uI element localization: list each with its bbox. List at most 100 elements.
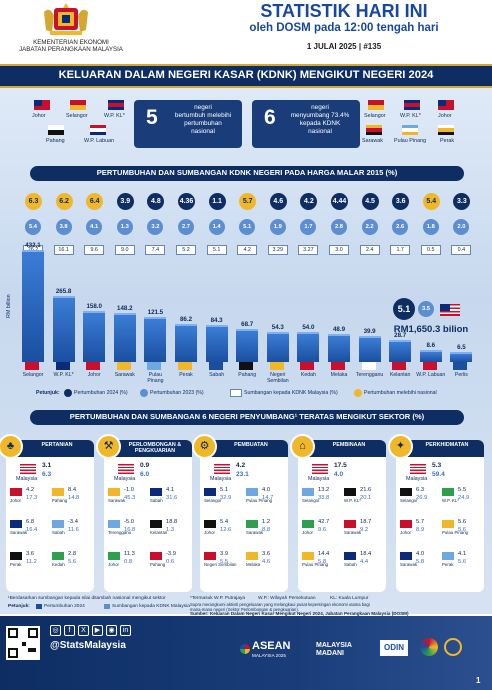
qr-code-icon	[6, 626, 40, 660]
sector-state-name: Kelantan	[150, 530, 168, 535]
sector-state-name: Pahang	[150, 562, 166, 567]
state-flag-icon	[147, 362, 162, 370]
coat-of-arms-icon	[44, 3, 88, 35]
x-icon[interactable]: X	[78, 625, 89, 636]
legend-swatch-2024	[64, 389, 72, 397]
growth-2023-badge: 3.2	[147, 219, 164, 235]
national-growth-2024: 5.1	[393, 298, 415, 320]
flag-sarawak-icon	[366, 125, 382, 135]
note-6: mana-mana negeri (Sektor Perlombongan & …	[190, 607, 299, 612]
legend-swatch-share	[230, 389, 242, 397]
sector-state-name: Selangor	[400, 498, 418, 503]
state-flag-icon	[344, 488, 356, 496]
state-flag-icon	[150, 552, 162, 560]
growth-2024-badge: 6.2	[55, 193, 73, 210]
sector-state-growth: 8.4	[68, 487, 77, 493]
legend-growth-2024: Pertumbuhan 2024 (%)	[74, 390, 128, 396]
state-flag-icon	[204, 520, 216, 528]
sector-state-share: 9.6	[318, 527, 327, 533]
sector-state-share: 9.2	[360, 527, 369, 533]
sector-state-growth: 4.0	[262, 487, 271, 493]
legend-share: Sumbangan kepada KDNK Malaysia (%)	[244, 390, 338, 396]
state-flag-icon	[150, 520, 162, 528]
state-label: W.P. KL*	[104, 113, 125, 119]
growth-2024-badge: 4.8	[147, 193, 165, 210]
instagram-icon[interactable]: ◉	[106, 625, 117, 636]
sector-my-growth: 5.3	[432, 462, 442, 469]
sector-my-growth: 4.2	[236, 462, 246, 469]
summary-left-box	[134, 100, 242, 148]
bar	[297, 332, 320, 362]
state-label: Johor	[438, 113, 452, 119]
growth-2023-badge: 1.7	[300, 219, 317, 235]
state-flag-icon	[52, 520, 64, 528]
sector-state-name: Perak	[442, 562, 454, 567]
sector-state-growth: 21.6	[360, 487, 372, 493]
note-3: W.P.: Wilayah Persekutuan	[258, 596, 316, 601]
state-label: Selangor	[364, 113, 386, 119]
youtube-icon[interactable]: ▶	[92, 625, 103, 636]
sector-card: PEMBINAAN ⌂ Malaysia 17.5 4.0 Selangor 13.2 33.…	[290, 434, 386, 592]
state-flag-icon	[442, 488, 454, 496]
sector-state-share: 16.8	[124, 527, 136, 533]
sector-state-growth: 18.7	[360, 519, 372, 525]
note-4: KL: Kuala Lumpur	[330, 596, 369, 601]
sector-state-growth: 3.6	[262, 551, 271, 557]
sector-state-growth: -3.9	[166, 551, 176, 557]
sector-state-share: 24.9	[458, 495, 470, 501]
note-legend-title: Petunjuk:	[8, 604, 30, 609]
state-flag-icon	[392, 362, 407, 370]
ministry-name: KEMENTERIAN EKONOMI JABATAN PERANGKAAN MA…	[19, 39, 123, 53]
bar-value-label: 86.2	[179, 316, 193, 324]
social-handle[interactable]: @StatsMalaysia	[50, 640, 126, 651]
flag-perak-icon	[438, 125, 454, 135]
asean-logo: ASEAN	[252, 640, 291, 652]
asean-sub: MALAYSIA 2025	[252, 653, 286, 658]
bar-value-label: 54.0	[302, 324, 315, 332]
share-badge: 7.4	[145, 245, 166, 255]
sector-state-growth: 5.6	[458, 519, 467, 525]
sector-mining-icon: ⚒	[96, 434, 121, 459]
sector-state-name: Sabah	[150, 498, 163, 503]
national-gdp-value: RM1,650.3 bilion	[393, 324, 469, 335]
sector-state-share: 5.6	[458, 527, 467, 533]
sector-state-name: Johor	[10, 498, 21, 503]
sector-state-growth: 5.5	[458, 487, 467, 493]
state-flag-icon	[300, 362, 315, 370]
sector-my-share: 23.1	[236, 471, 249, 478]
sector-state-share: 12.6	[220, 527, 232, 533]
state-name-label: W.P. Labuan	[416, 372, 446, 378]
growth-2023-badge: 1.9	[269, 219, 286, 235]
bar-value-label: 148.2	[117, 304, 133, 312]
growth-2023-badge: 2.0	[453, 219, 470, 235]
note-legend-growth: Pertumbuhan 2024	[44, 604, 85, 609]
source-note: Sumber: Keluaran Dalam Negeri Kasar Meng…	[190, 611, 409, 616]
bar-value-label: 84.3	[210, 316, 223, 324]
sector-state-name: W.P. KL*	[442, 498, 460, 503]
sector-title: PERTANIAN	[6, 440, 94, 457]
sector-title: PEMBINAAN	[298, 440, 386, 457]
sector-state-share: 16.4	[26, 527, 38, 533]
growth-2023-badge: 1.3	[116, 219, 133, 235]
share-badge: 4.2	[237, 245, 258, 255]
state-name-label: Pahang	[238, 372, 257, 378]
state-flag-icon	[178, 362, 192, 370]
state-flag-icon	[400, 520, 412, 528]
flag-malaysia-icon	[20, 464, 36, 474]
sector-state-growth: 5.7	[416, 519, 425, 525]
sector-malaysia-label: Malaysia	[210, 476, 232, 482]
sector-malaysia-label: Malaysia	[406, 476, 428, 482]
note-1: ¹Berdasarkan sumbangan kepada nilai dita…	[8, 596, 166, 601]
share-badge: 3.27	[298, 245, 319, 255]
sector-state-growth: -5.0	[124, 519, 134, 525]
facebook-icon[interactable]: f	[64, 625, 75, 636]
state-label: Pulau Pinang	[394, 138, 427, 144]
state-flag-icon	[10, 552, 22, 560]
linkedin-icon[interactable]: in	[120, 625, 131, 636]
state-flag-icon	[422, 362, 437, 370]
growth-2024-badge: 1.1	[208, 193, 226, 210]
state-name-label: Kedah	[300, 372, 316, 378]
sector-state-share: 33.8	[318, 495, 330, 501]
sector-my-share: 4.0	[334, 471, 344, 478]
web-icon[interactable]: ◎	[50, 625, 61, 636]
